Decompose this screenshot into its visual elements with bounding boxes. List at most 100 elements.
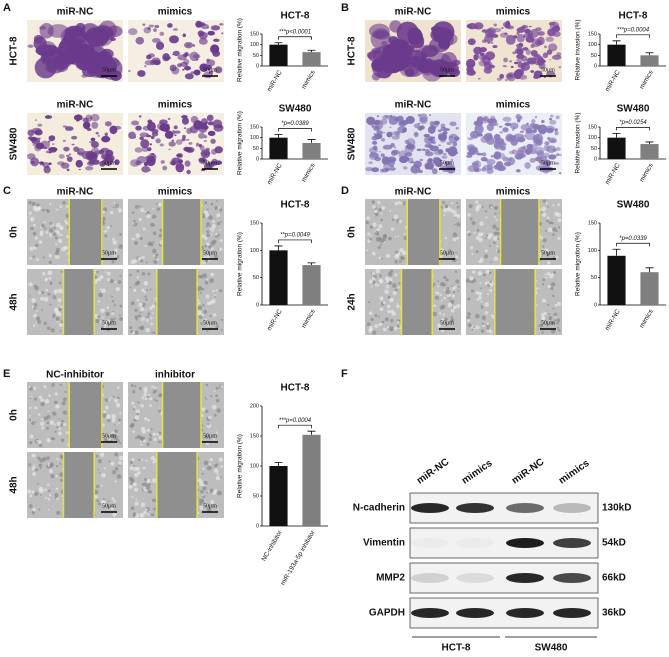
cell: [198, 301, 201, 305]
cell: [547, 251, 550, 254]
cell: [47, 489, 51, 492]
y-tick-label: 100: [250, 248, 259, 254]
cell: [139, 311, 142, 314]
cell: [48, 135, 56, 142]
cell: [480, 300, 483, 303]
cell: [488, 233, 493, 238]
size-label: 36kD: [602, 608, 626, 619]
cell: [216, 213, 221, 218]
cell: [31, 201, 36, 206]
cell: [423, 133, 430, 138]
cell: [212, 38, 220, 43]
cell: [367, 232, 371, 236]
cell: [398, 120, 407, 127]
cell: [73, 146, 80, 152]
cell: [147, 27, 151, 30]
cell: [30, 137, 38, 142]
cell: [33, 36, 47, 51]
x-tick-label: miR-193a-5p inhibitor: [280, 529, 318, 587]
cell: [532, 129, 537, 133]
cell: [42, 208, 45, 212]
chart-title: SW480: [279, 104, 312, 115]
cell: [168, 148, 171, 150]
cell: [397, 235, 400, 238]
cell: [101, 500, 107, 505]
band: [553, 503, 591, 513]
cell: [366, 322, 371, 327]
cell: [134, 204, 139, 209]
cell: [132, 259, 138, 264]
cell: [541, 331, 544, 334]
cell: [28, 504, 33, 509]
cell: [484, 237, 487, 240]
cell: [195, 142, 200, 147]
cell: [379, 279, 384, 284]
cell: [174, 134, 177, 137]
cell: [489, 280, 492, 284]
cell: [402, 250, 407, 256]
cell: [96, 484, 100, 488]
cell: [378, 224, 383, 229]
cell: [367, 239, 371, 243]
cell: [27, 153, 36, 160]
cell: [143, 439, 147, 443]
error-bar: [612, 248, 621, 256]
cell: [521, 134, 527, 138]
cell: [214, 295, 217, 298]
cell: [402, 166, 408, 170]
cell: [47, 326, 51, 331]
cell: [443, 34, 452, 43]
cell: [468, 204, 473, 209]
cell: [132, 390, 136, 394]
cell: [168, 141, 176, 147]
cell: [206, 230, 210, 233]
cell: [516, 57, 524, 63]
cell: [28, 385, 31, 389]
cell: [137, 471, 141, 475]
cell: [95, 270, 99, 274]
cell: [153, 437, 157, 441]
cell: [442, 283, 447, 287]
cell: [380, 322, 383, 326]
cell: [551, 294, 555, 298]
cell: [159, 31, 165, 36]
cell: [103, 467, 106, 470]
cell: [530, 70, 535, 73]
cell: [146, 54, 152, 60]
cell: [56, 421, 61, 426]
cell: [29, 414, 31, 417]
cell: [555, 115, 560, 120]
cell: [379, 296, 384, 301]
x-tick-label: mimics: [301, 308, 318, 330]
cell: [443, 207, 448, 213]
cell: [141, 288, 145, 293]
cell: [480, 329, 485, 333]
cell: [44, 277, 48, 281]
cell: [134, 473, 139, 478]
cell: [152, 331, 156, 335]
cell: [384, 276, 389, 281]
cell: [150, 135, 155, 140]
cell: [114, 159, 120, 166]
cell: [103, 325, 106, 328]
cell: [548, 154, 557, 160]
cell: [455, 126, 459, 130]
cell: [112, 206, 115, 208]
cell: [111, 322, 114, 325]
cell: [108, 322, 112, 325]
cell: [59, 472, 64, 477]
cell: [177, 54, 187, 61]
cell: [159, 119, 168, 125]
cell: [134, 308, 138, 312]
cell: [473, 167, 482, 173]
cell: [167, 118, 171, 120]
p-value: ***p=0.0004: [617, 27, 650, 33]
cell: [405, 115, 415, 124]
cell: [552, 227, 557, 232]
cell: [141, 396, 145, 400]
cell: [386, 131, 393, 138]
column-header: miR-NC: [395, 187, 432, 198]
y-tick-label: 0: [594, 302, 597, 308]
cell: [218, 457, 224, 462]
chart-title: HCT-8: [281, 200, 310, 211]
